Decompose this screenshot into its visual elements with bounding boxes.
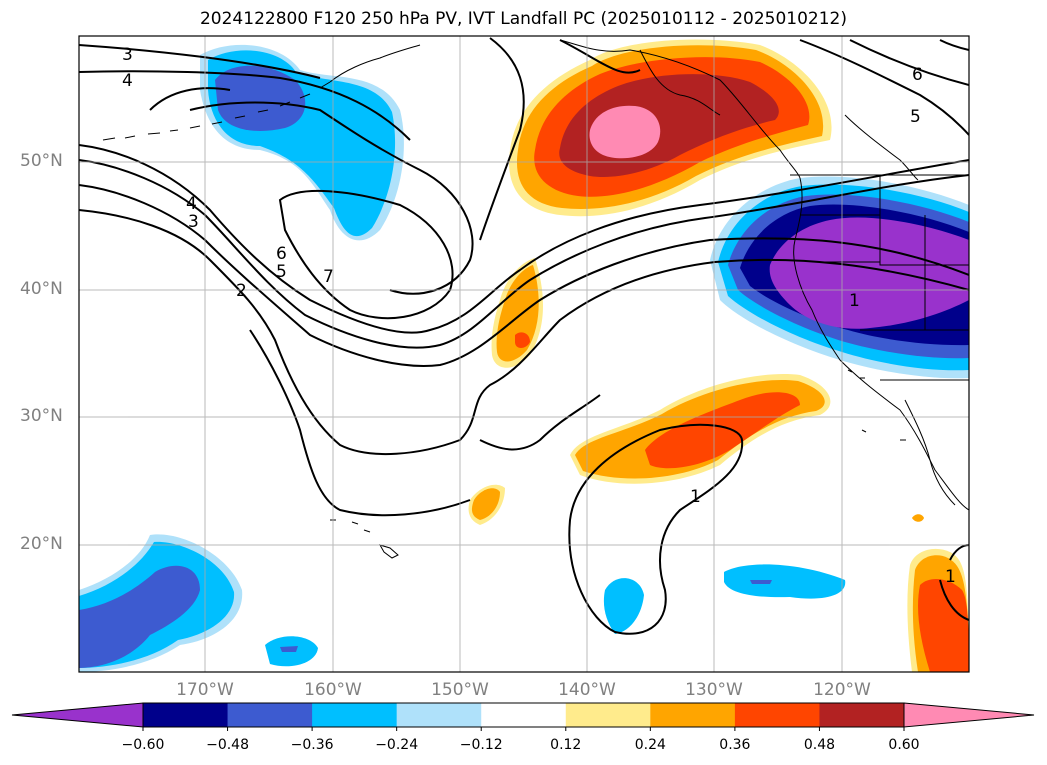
contour-label: 5 — [910, 107, 921, 127]
positive-anomaly-subtropical-band — [570, 374, 831, 484]
positive-anomaly-southeast — [907, 514, 969, 672]
contour-label: 3 — [122, 45, 133, 65]
grid-lines — [79, 36, 969, 672]
contour-label: 4 — [186, 194, 197, 214]
lon-label: 160°W — [304, 680, 362, 700]
colorbar-tick-label: −0.36 — [290, 737, 334, 753]
colorbar-tick-label: −0.12 — [459, 737, 503, 753]
contour-label: 1 — [849, 291, 860, 311]
lon-label: 150°W — [431, 680, 489, 700]
colorbar-segment — [481, 703, 567, 727]
negative-anomaly-small-patches — [265, 564, 846, 667]
colorbar-tick-label: −0.24 — [375, 737, 419, 753]
colorbar-segment — [312, 703, 398, 727]
map-frame — [78, 35, 970, 673]
colorbar-segment — [650, 703, 736, 727]
contour-label: 3 — [188, 212, 199, 232]
map-title: 2024122800 F120 250 hPa PV, IVT Landfall… — [199, 9, 847, 29]
lat-label: 40°N — [20, 279, 63, 299]
pv-contours — [79, 37, 969, 635]
colorbar-segment — [143, 703, 229, 727]
lat-label: 20°N — [20, 534, 63, 554]
contour-label: 4 — [122, 71, 133, 91]
colorbar-segment — [565, 703, 651, 727]
colorbar-tick-label: 0.24 — [634, 737, 666, 753]
lon-label: 170°W — [176, 680, 234, 700]
contour-labels: 3 4 4 3 6 5 7 2 6 5 1 1 1 — [122, 45, 956, 587]
colorbar-tick-label: 0.48 — [803, 737, 836, 753]
contour-label: 1 — [690, 487, 701, 507]
lon-label: 120°W — [813, 680, 871, 700]
contour-label: 7 — [323, 267, 334, 287]
positive-anomaly-gulf-of-alaska — [509, 39, 832, 217]
colorbar-tick-label: 0.12 — [550, 737, 582, 753]
contour-label: 1 — [945, 567, 956, 587]
colorbar-segment — [227, 703, 313, 727]
contour-label: 6 — [276, 244, 287, 264]
contour-label: 5 — [276, 262, 287, 282]
colorbar-tick-label: 0.60 — [888, 737, 920, 753]
positive-anomaly-mid-pacific — [468, 258, 544, 525]
contour-label: 6 — [912, 65, 923, 85]
colorbar-tick-label: 0.36 — [719, 737, 751, 753]
colorbar-extension-high — [904, 703, 1034, 727]
contour-label: 2 — [236, 281, 247, 301]
lat-label: 30°N — [20, 406, 63, 426]
colorbar-segment — [734, 703, 820, 727]
negative-anomaly-southwest — [79, 534, 243, 672]
lat-label: 50°N — [20, 151, 63, 171]
colorbar-segment — [396, 703, 482, 727]
colorbar-segment — [819, 703, 905, 727]
colorbar-extension-low — [12, 703, 143, 727]
colorbar-tick-label: −0.60 — [121, 737, 165, 753]
lon-label: 140°W — [558, 680, 616, 700]
negative-anomaly-northwest — [200, 44, 404, 241]
lon-label: 130°W — [685, 680, 743, 700]
colorbar-tick-label: −0.48 — [206, 737, 249, 753]
